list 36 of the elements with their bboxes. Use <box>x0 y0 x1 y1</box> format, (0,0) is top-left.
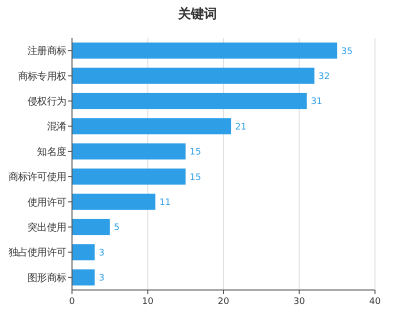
data-label: 3 <box>98 248 104 258</box>
chart-title: 关键词 <box>177 6 217 22</box>
bar <box>72 269 95 286</box>
y-tick-label: 知名度 <box>37 146 66 158</box>
data-label: 31 <box>310 97 322 108</box>
x-tick-label: 20 <box>218 297 230 307</box>
bar <box>72 143 186 160</box>
bar <box>72 244 95 260</box>
x-tick-label: 40 <box>369 297 381 307</box>
bar <box>72 168 186 185</box>
y-tick-label: 混淆 <box>46 120 66 133</box>
data-label: 32 <box>318 72 330 82</box>
x-tick-label: 10 <box>142 297 154 307</box>
bar <box>72 218 110 236</box>
y-tick-label: 图形商标 <box>28 272 66 284</box>
y-tick-label: 侵权行为 <box>28 96 66 108</box>
y-tick-label: 使用许可 <box>28 196 66 208</box>
bar <box>72 194 156 210</box>
bar <box>72 92 307 110</box>
bar <box>72 68 314 84</box>
x-tick-label: 0 <box>69 297 76 307</box>
data-label: 21 <box>235 122 247 132</box>
y-tick-label: 突出使用 <box>28 222 66 234</box>
data-label: 15 <box>190 172 202 183</box>
y-tick-label: 商标许可使用 <box>8 171 66 184</box>
x-tick-label: 30 <box>294 297 306 307</box>
y-tick-label: 独占使用许可 <box>8 246 66 259</box>
data-label: 15 <box>190 148 202 158</box>
data-label: 35 <box>341 46 353 57</box>
data-label: 11 <box>159 198 171 208</box>
y-tick-label: 注册商标 <box>28 45 66 58</box>
bar <box>72 42 338 59</box>
data-label: 3 <box>98 274 104 284</box>
y-tick-label: 商标专用权 <box>18 70 66 82</box>
bar <box>72 118 232 134</box>
data-label: 5 <box>114 223 120 234</box>
